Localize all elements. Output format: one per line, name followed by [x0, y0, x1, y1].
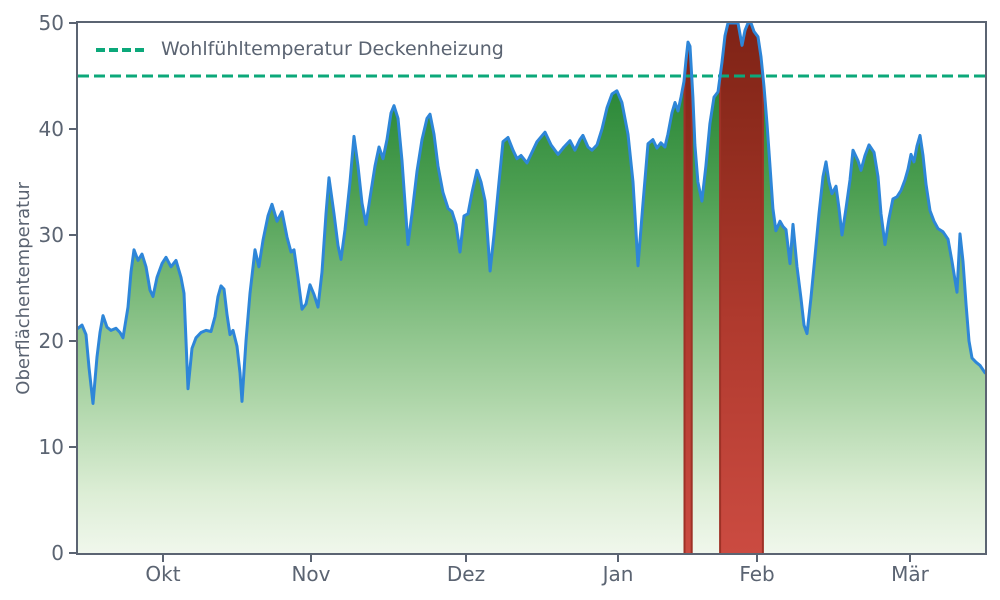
- legend-dashed-line-sample: [96, 48, 144, 52]
- x-tick-mark: [908, 555, 911, 562]
- x-tick-label-nov: Nov: [291, 562, 331, 586]
- x-tick-mark: [465, 555, 467, 562]
- legend-label: Wohlfühltemperatur Deckenheizung: [161, 38, 504, 60]
- y-tick-label: 0: [51, 541, 64, 565]
- x-tick-label-feb: Feb: [739, 562, 775, 586]
- temperature-area-chart: [76, 21, 987, 553]
- y-tick-mark: [69, 128, 76, 130]
- y-tick-label: 30: [38, 223, 64, 247]
- temperature-area-fill: [78, 23, 985, 553]
- y-tick-mark: [69, 22, 76, 24]
- y-tick-label: 50: [38, 11, 64, 35]
- y-axis-title: Oberflächentemperatur: [12, 181, 34, 395]
- y-tick-mark: [69, 340, 76, 342]
- y-tick-label: 40: [38, 117, 64, 141]
- over-threshold-band: [719, 23, 764, 553]
- y-tick-label: 10: [38, 435, 64, 459]
- temperature-line: [76, 21, 987, 405]
- over-threshold-band: [683, 23, 693, 553]
- y-tick-label: 20: [38, 329, 64, 353]
- x-tick-mark: [756, 555, 759, 562]
- x-tick-label-mär: Mär: [891, 562, 929, 586]
- plot-area: [76, 21, 987, 553]
- y-tick-mark: [69, 446, 76, 448]
- x-tick-mark: [617, 555, 620, 562]
- x-tick-label-dez: Dez: [446, 562, 486, 586]
- over-threshold-regions: [683, 23, 764, 553]
- x-tick-label-jan: Jan: [602, 562, 634, 586]
- x-tick-mark: [310, 555, 312, 562]
- legend: Wohlfühltemperatur Deckenheizung: [96, 38, 504, 60]
- y-tick-mark: [69, 234, 76, 236]
- x-tick-mark: [161, 555, 164, 562]
- x-tick-label-okt: Okt: [145, 562, 181, 586]
- y-tick-mark: [69, 552, 76, 554]
